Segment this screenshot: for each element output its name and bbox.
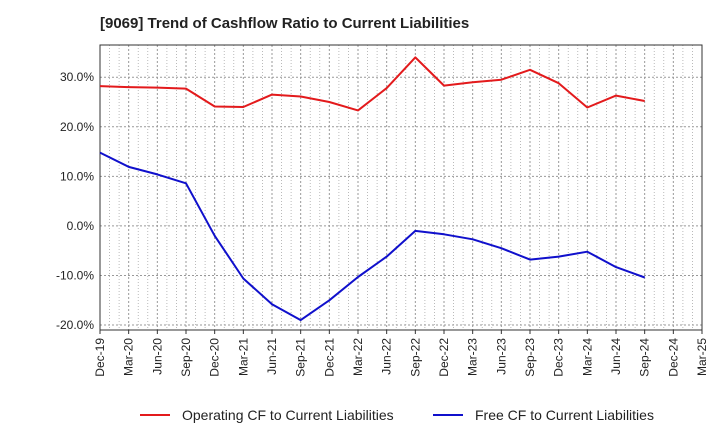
- x-tick-label: Sep-24: [638, 338, 652, 377]
- x-tick-label: Mar-24: [580, 338, 594, 376]
- x-tick-label: Dec-21: [322, 338, 336, 377]
- x-tick-label: Jun-22: [380, 338, 394, 375]
- x-tick-label: Jun-24: [609, 338, 623, 375]
- gridlines: [99, 45, 703, 330]
- x-tick-label: Sep-23: [523, 338, 537, 377]
- x-tick-label: Dec-24: [666, 338, 680, 377]
- legend-swatch-operating-cf: [140, 414, 170, 416]
- x-tick-label: Dec-19: [93, 338, 107, 377]
- series-line-free-cf: [99, 151, 646, 322]
- y-tick-label: 0.0%: [67, 219, 95, 233]
- legend-item-free-cf: Free CF to Current Liabilities: [433, 403, 654, 427]
- y-tick-label: 10.0%: [60, 169, 94, 183]
- y-tick-label: 30.0%: [60, 70, 94, 84]
- legend-swatch-free-cf: [433, 414, 463, 416]
- y-axis: 30.0% 20.0% 10.0% 0.0% -10.0% -20.0%: [56, 70, 94, 332]
- y-tick-label: 20.0%: [60, 120, 94, 134]
- x-tick-label: Mar-25: [695, 338, 709, 376]
- chart-title: [9069] Trend of Cashflow Ratio to Curren…: [100, 15, 470, 32]
- x-tick-label: Mar-20: [122, 338, 136, 376]
- x-tick-label: Jun-23: [494, 338, 508, 375]
- series-line-operating-cf: [99, 56, 645, 112]
- plot-frame: [99, 44, 703, 331]
- x-tick-label: Jun-20: [150, 338, 164, 375]
- x-tick-label: Sep-20: [179, 338, 193, 377]
- x-axis: Dec-19 Mar-20 Jun-20 Sep-20 Dec-20 Mar-21 Jun-…: [93, 330, 709, 377]
- x-tick-label: Mar-21: [236, 338, 250, 376]
- series-lines: [99, 56, 646, 322]
- x-tick-label: Dec-22: [437, 338, 451, 377]
- legend-item-operating-cf: Operating CF to Current Liabilities: [140, 403, 394, 427]
- y-tick-label: -10.0%: [56, 268, 94, 282]
- x-tick-label: Mar-22: [351, 338, 365, 376]
- x-tick-label: Jun-21: [265, 338, 279, 375]
- chart-plot-area: 30.0% 20.0% 10.0% 0.0% -10.0% -20.0% Dec-19 Ma…: [56, 44, 709, 377]
- legend: Operating CF to Current Liabilities Free…: [0, 403, 720, 427]
- x-tick-label: Sep-21: [294, 338, 308, 377]
- y-tick-label: -20.0%: [56, 318, 94, 332]
- legend-label-operating-cf: Operating CF to Current Liabilities: [182, 407, 394, 423]
- x-tick-label: Sep-22: [408, 338, 422, 377]
- legend-label-free-cf: Free CF to Current Liabilities: [475, 407, 654, 423]
- x-tick-label: Dec-20: [208, 338, 222, 377]
- x-tick-label: Mar-23: [466, 338, 480, 376]
- x-tick-label: Dec-23: [552, 338, 566, 377]
